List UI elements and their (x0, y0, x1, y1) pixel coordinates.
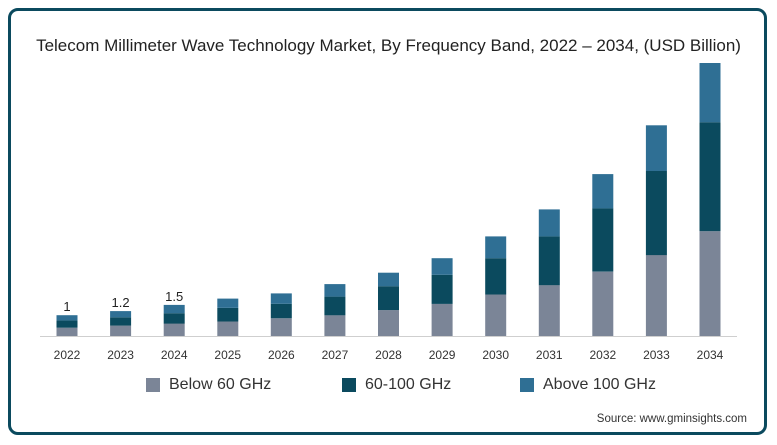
bar-segment-60-100-ghz-2033 (645, 171, 667, 256)
legend-label: 60-100 GHz (365, 376, 452, 393)
bar-segment-below-60-ghz-2032 (592, 271, 614, 336)
x-tick-label-2031: 2031 (536, 348, 563, 362)
bar-segment-60-100-ghz-2032 (592, 208, 614, 272)
bar-segment-above-100-ghz-2034 (699, 63, 721, 123)
bar-segment-60-100-ghz-2023 (110, 317, 132, 326)
bar-segment-above-100-ghz-2024 (163, 304, 185, 314)
chart-frame (8, 8, 767, 435)
x-tick-label-2028: 2028 (375, 348, 402, 362)
bar-segment-above-100-ghz-2023 (110, 311, 132, 318)
bar-segment-60-100-ghz-2026 (270, 303, 292, 319)
legend-label: Below 60 GHz (169, 376, 272, 393)
source-note: Source: www.gminsights.com (596, 413, 747, 425)
bar-segment-above-100-ghz-2033 (645, 125, 667, 171)
data-label-2024: 1.5 (165, 289, 183, 304)
data-label-2023: 1.2 (112, 295, 130, 310)
bar-segment-below-60-ghz-2029 (431, 303, 453, 336)
legend-item-below-60-ghz: Below 60 GHz (146, 376, 271, 394)
bar-segment-below-60-ghz-2023 (110, 325, 132, 336)
bar-segment-60-100-ghz-2024 (163, 313, 185, 324)
bar-segment-below-60-ghz-2033 (645, 255, 667, 336)
bar-segment-below-60-ghz-2027 (324, 315, 346, 336)
bar-segment-above-100-ghz-2031 (538, 209, 560, 237)
x-tick-label-2026: 2026 (268, 348, 295, 362)
bar-segment-below-60-ghz-2028 (378, 310, 399, 336)
legend-item-above-100-ghz: Above 100 GHz (520, 376, 656, 394)
x-tick-label-2033: 2033 (643, 348, 670, 362)
legend-label: Above 100 GHz (543, 376, 656, 393)
legend-swatch (342, 378, 356, 392)
bar-segment-above-100-ghz-2029 (431, 258, 453, 275)
bar-segment-60-100-ghz-2028 (378, 286, 399, 311)
bar-segment-above-100-ghz-2028 (378, 272, 399, 287)
bar-segment-above-100-ghz-2032 (592, 174, 614, 209)
bar-segment-60-100-ghz-2034 (699, 122, 721, 232)
bar-segment-above-100-ghz-2027 (324, 284, 346, 297)
data-label-2022: 1 (63, 299, 70, 314)
bar-segment-60-100-ghz-2025 (217, 308, 239, 322)
bar-segment-60-100-ghz-2027 (324, 296, 346, 316)
bar-segment-below-60-ghz-2024 (163, 323, 185, 336)
x-tick-label-2032: 2032 (589, 348, 616, 362)
x-tick-label-2030: 2030 (482, 348, 509, 362)
bar-segment-60-100-ghz-2031 (538, 236, 560, 286)
x-tick-label-2027: 2027 (322, 348, 349, 362)
x-tick-label-2023: 2023 (107, 348, 134, 362)
x-tick-label-2024: 2024 (161, 348, 188, 362)
bar-segment-below-60-ghz-2025 (217, 321, 239, 336)
bar-segment-below-60-ghz-2030 (485, 294, 507, 336)
bar-segment-below-60-ghz-2022 (56, 327, 78, 336)
bar-segment-above-100-ghz-2026 (270, 293, 292, 304)
bar-segment-60-100-ghz-2022 (56, 320, 78, 328)
bar-segment-above-100-ghz-2022 (56, 315, 78, 321)
legend-item-60-100-ghz: 60-100 GHz (342, 376, 451, 394)
legend-swatch (520, 378, 534, 392)
legend-swatch (146, 378, 160, 392)
bar-segment-below-60-ghz-2034 (699, 231, 721, 336)
x-tick-label-2029: 2029 (429, 348, 456, 362)
chart-legend: Below 60 GHz 60-100 GHz Above 100 GHz (0, 376, 777, 400)
bar-segment-60-100-ghz-2030 (485, 258, 507, 295)
bar-segment-below-60-ghz-2031 (538, 285, 560, 336)
bar-segment-above-100-ghz-2025 (217, 298, 239, 308)
bar-segment-60-100-ghz-2029 (431, 274, 453, 304)
x-tick-label-2022: 2022 (54, 348, 81, 362)
x-tick-label-2025: 2025 (214, 348, 241, 362)
bar-segment-above-100-ghz-2030 (485, 236, 507, 259)
chart-title: Telecom Millimeter Wave Technology Marke… (36, 36, 741, 55)
bar-segment-below-60-ghz-2026 (270, 318, 292, 336)
x-tick-label-2034: 2034 (697, 348, 724, 362)
